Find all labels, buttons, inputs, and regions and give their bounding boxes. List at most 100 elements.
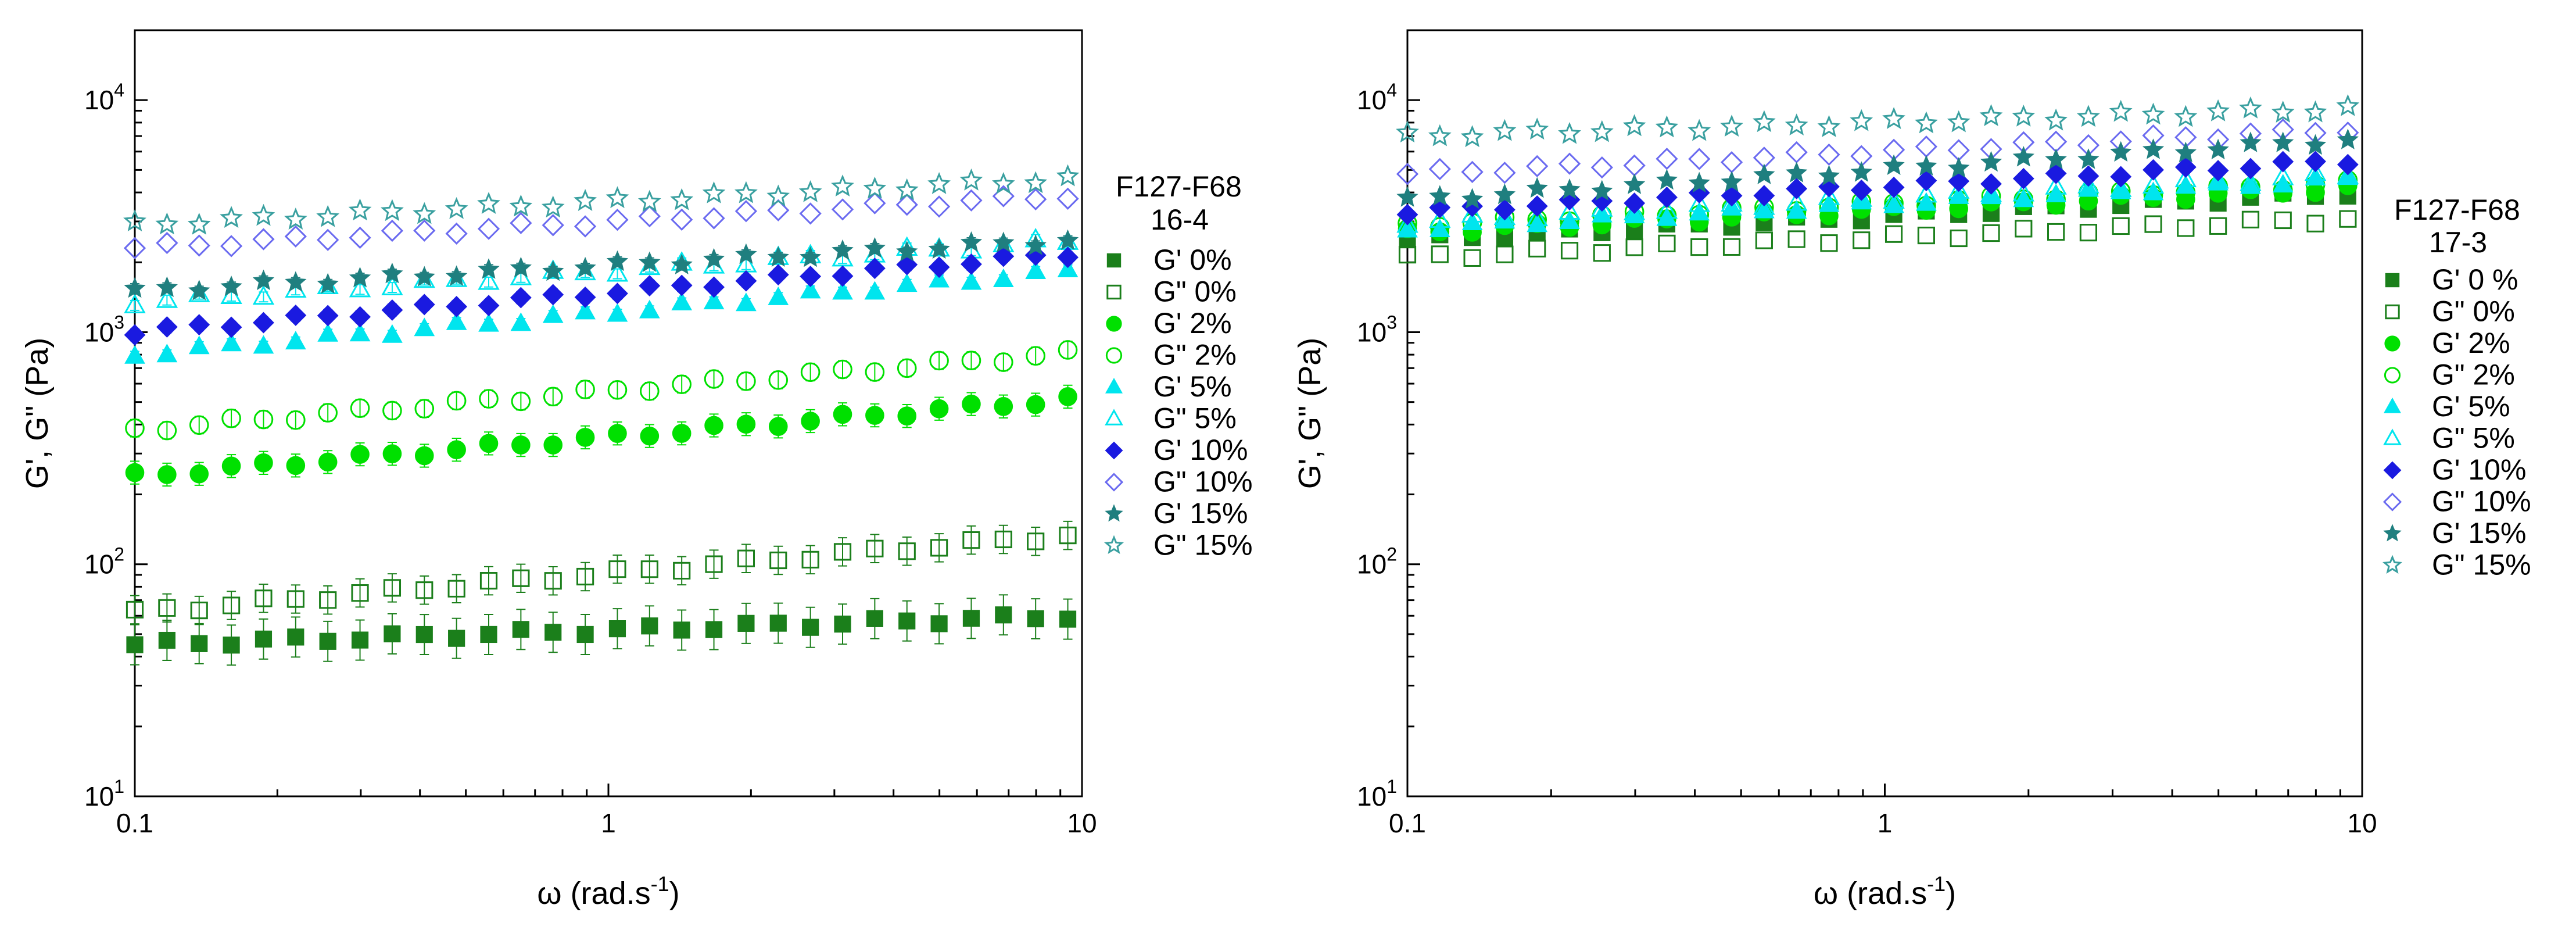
data-point xyxy=(1688,119,1711,141)
data-point xyxy=(767,246,789,267)
data-point xyxy=(381,276,403,295)
y-tick-label: 104 xyxy=(1357,80,1397,115)
legend-label: G' 5% xyxy=(2432,390,2510,423)
data-point xyxy=(544,572,562,590)
data-point xyxy=(480,625,497,643)
data-point xyxy=(831,198,854,221)
data-point xyxy=(1493,183,1516,205)
data-point xyxy=(187,212,211,235)
data-point xyxy=(606,262,629,282)
data-point xyxy=(800,266,822,287)
data-point xyxy=(1720,115,1743,137)
data-point xyxy=(381,219,404,242)
data-point xyxy=(2015,220,2033,238)
data-point xyxy=(2207,138,2229,160)
data-point xyxy=(2142,174,2165,194)
data-point xyxy=(542,260,564,281)
data-point xyxy=(705,555,723,573)
data-point xyxy=(1025,260,1047,279)
data-point xyxy=(768,370,789,390)
data-point xyxy=(221,332,242,352)
data-point xyxy=(2012,105,2036,127)
data-point xyxy=(252,228,275,251)
series-g-0- xyxy=(126,520,1077,625)
data-point xyxy=(351,584,369,602)
data-point xyxy=(542,284,564,306)
data-point xyxy=(994,397,1013,416)
data-point xyxy=(157,465,177,484)
data-point xyxy=(2144,215,2162,233)
data-point xyxy=(1950,229,1968,248)
data-point xyxy=(478,313,499,332)
data-point xyxy=(415,625,433,643)
data-point xyxy=(639,299,660,319)
data-point xyxy=(1656,199,1678,219)
data-point xyxy=(318,403,338,423)
data-point xyxy=(1656,187,1678,208)
data-point xyxy=(1688,192,1710,212)
data-point xyxy=(2209,217,2227,235)
data-point xyxy=(993,231,1015,253)
data-point xyxy=(1883,189,1905,209)
data-point xyxy=(801,550,819,568)
data-point xyxy=(1591,180,1613,201)
legend-marker xyxy=(2383,461,2402,480)
legend-label: G' 15% xyxy=(1153,497,1248,530)
data-point xyxy=(1558,121,1581,144)
data-point xyxy=(2077,174,2100,194)
data-point xyxy=(543,387,563,407)
data-point xyxy=(898,542,916,560)
data-point xyxy=(189,415,209,435)
data-point xyxy=(1980,185,2002,205)
data-point xyxy=(512,621,529,638)
data-point xyxy=(2272,166,2294,185)
data-point xyxy=(220,276,242,296)
data-point xyxy=(1527,213,1548,233)
legend-label: G" 15% xyxy=(2432,549,2531,581)
data-point xyxy=(252,285,275,305)
x-axis-title: ω (rad.s-1) xyxy=(1814,872,1956,911)
data-point xyxy=(640,560,658,578)
data-point xyxy=(961,351,981,370)
data-point xyxy=(608,560,626,578)
data-point xyxy=(252,203,275,226)
data-point xyxy=(1721,185,1743,207)
y-tick-label: 101 xyxy=(84,776,124,811)
data-point xyxy=(864,237,886,258)
data-point xyxy=(1655,115,1679,138)
data-point xyxy=(671,208,693,231)
data-point xyxy=(833,359,852,380)
data-point xyxy=(607,282,628,305)
legend-label: G" 5% xyxy=(2432,422,2515,455)
legend-subtitle: 17-3 xyxy=(2429,226,2487,259)
data-point xyxy=(833,405,852,424)
data-point xyxy=(994,530,1012,549)
data-point xyxy=(287,628,304,646)
data-point xyxy=(2339,210,2357,228)
data-point xyxy=(2239,96,2262,119)
data-point xyxy=(1496,245,1514,263)
data-point xyxy=(930,539,948,557)
data-point xyxy=(1623,154,1646,177)
data-point xyxy=(1948,185,1969,204)
data-point xyxy=(1915,170,1937,192)
data-point xyxy=(383,579,402,597)
data-point xyxy=(255,589,273,607)
data-point xyxy=(1786,162,1808,183)
series-g-15- xyxy=(124,229,1079,301)
data-point xyxy=(155,212,179,235)
data-point xyxy=(1850,109,1873,131)
data-point xyxy=(1024,171,1048,194)
data-point xyxy=(1026,346,1045,366)
data-point xyxy=(1559,200,1581,220)
data-point xyxy=(927,195,951,218)
data-point xyxy=(2304,161,2327,181)
data-point xyxy=(866,539,884,557)
data-point xyxy=(1528,239,1546,258)
data-point xyxy=(2206,99,2230,121)
legend-marker xyxy=(1105,409,1123,425)
data-point xyxy=(2142,138,2165,159)
data-point xyxy=(992,172,1015,194)
data-point xyxy=(575,380,595,399)
data-point xyxy=(2143,181,2164,201)
